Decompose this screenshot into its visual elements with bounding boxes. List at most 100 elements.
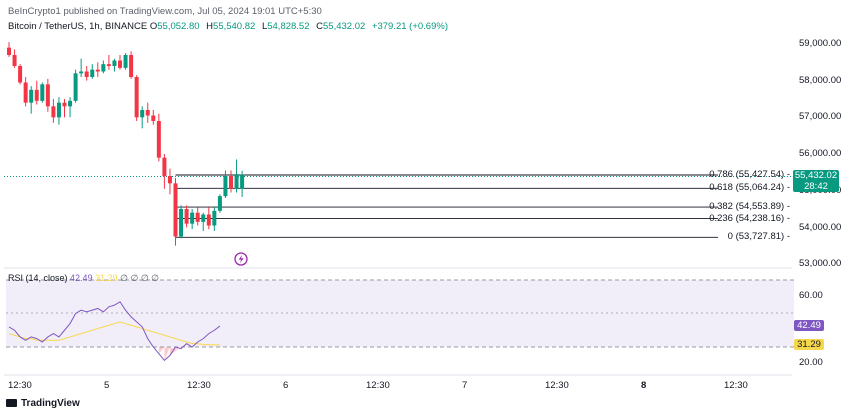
candle-body xyxy=(101,64,106,72)
candle-body xyxy=(12,55,17,66)
rsi-title: RSI (14, close) xyxy=(8,273,68,283)
last-price-tag: 55,432.02 28:42 xyxy=(793,170,839,192)
candle xyxy=(34,80,39,105)
candle-body xyxy=(234,174,239,189)
rsi-band xyxy=(6,280,794,347)
candle-body xyxy=(79,71,84,74)
symbol-name[interactable]: Bitcoin / TetherUS, 1h, BINANCE xyxy=(8,21,148,32)
fib-level-label: 0.618 (55,064.24) - xyxy=(709,182,790,194)
candle-body xyxy=(134,77,139,118)
rsi-tick-20: 20.00 xyxy=(799,357,823,368)
price-tick: 53,000.00 xyxy=(799,258,842,269)
rsi-legend[interactable]: RSI (14, close) 42.49 31.29 ∅ ∅ ∅ ∅ xyxy=(8,273,159,284)
candle-body xyxy=(18,66,23,83)
candle-body xyxy=(145,110,150,116)
candle-body xyxy=(217,196,222,211)
candle-body xyxy=(229,176,233,189)
time-tick: 5 xyxy=(104,380,110,391)
candle-body xyxy=(62,102,67,107)
candle xyxy=(217,194,222,213)
candle xyxy=(145,102,150,123)
candle xyxy=(90,64,95,79)
close-value: 55,432.02 xyxy=(323,21,366,32)
candle xyxy=(23,77,28,107)
time-tick: 12:30 xyxy=(366,380,390,391)
candle-body xyxy=(184,209,189,224)
rsi-line xyxy=(8,301,221,362)
candle xyxy=(73,69,78,103)
candle xyxy=(68,97,73,118)
time-tick: 12:30 xyxy=(724,380,748,391)
candle-body xyxy=(51,106,56,118)
candle xyxy=(129,51,134,79)
candle-body xyxy=(90,69,95,77)
candle xyxy=(140,106,145,129)
high-value: 55,540.82 xyxy=(213,21,256,32)
candle xyxy=(190,209,195,230)
last-price-value: 55,432.02 xyxy=(794,170,838,181)
candle-body xyxy=(73,73,78,101)
candle-body xyxy=(40,84,45,101)
fib-level-label: 0.382 (54,553.89) - xyxy=(709,201,790,213)
attribution-text: BeInCrypto1 published on TradingView.com… xyxy=(8,6,322,17)
candle-body xyxy=(56,102,61,118)
time-tick: 6 xyxy=(283,380,289,391)
candle-body xyxy=(173,183,178,237)
rsi-value-legend: 42.49 xyxy=(70,273,93,283)
price-tick: 57,000.00 xyxy=(799,111,842,122)
candle-body xyxy=(156,121,161,158)
candle xyxy=(62,99,67,118)
low-label: L xyxy=(261,21,268,32)
candle-body xyxy=(123,55,128,68)
candle xyxy=(12,49,17,68)
candle-body xyxy=(68,100,73,107)
time-tick: 12:30 xyxy=(187,380,211,391)
low-value: 54,828.52 xyxy=(267,21,310,32)
candle xyxy=(195,207,200,226)
candle xyxy=(101,60,106,74)
candle-body xyxy=(167,176,172,184)
candle-body xyxy=(223,176,228,197)
candle-body xyxy=(7,47,11,55)
candle-body xyxy=(240,174,245,189)
candle xyxy=(162,154,167,189)
candle-body xyxy=(23,82,28,103)
candle xyxy=(29,86,34,114)
candle-body xyxy=(190,212,195,224)
candle xyxy=(234,159,239,193)
candle-body xyxy=(29,89,34,103)
candle xyxy=(151,110,156,125)
open-label: O xyxy=(149,21,158,32)
rsi-ma-value-tag: 31.29 xyxy=(794,339,824,350)
price-tick: 58,000.00 xyxy=(799,75,842,86)
candle xyxy=(223,170,228,198)
candle xyxy=(123,53,128,70)
candle xyxy=(212,207,217,231)
candle xyxy=(84,66,89,81)
candle-body xyxy=(106,64,111,66)
candle-body xyxy=(95,69,100,72)
candle xyxy=(56,97,61,125)
candle xyxy=(167,168,172,195)
candle xyxy=(118,55,122,70)
time-tick: 12:30 xyxy=(545,380,569,391)
time-tick: 8 xyxy=(641,380,647,391)
candle-body xyxy=(162,157,167,176)
price-tick: 54,000.00 xyxy=(799,222,842,233)
candle xyxy=(18,64,23,85)
tradingview-icon xyxy=(6,399,17,407)
tradingview-logo-text: TradingView xyxy=(21,398,80,409)
candle xyxy=(201,212,206,231)
candle-body xyxy=(84,71,89,77)
candle xyxy=(184,205,189,228)
candle-body xyxy=(212,210,217,226)
candle-body xyxy=(195,212,200,222)
tradingview-logo[interactable]: TradingView xyxy=(6,398,80,409)
candle xyxy=(206,207,211,230)
lightning-icon xyxy=(234,252,248,266)
candle xyxy=(134,75,139,121)
candle-body xyxy=(45,84,50,107)
change-value: +379.21 (+0.69%) xyxy=(371,21,448,32)
candle xyxy=(173,177,178,246)
